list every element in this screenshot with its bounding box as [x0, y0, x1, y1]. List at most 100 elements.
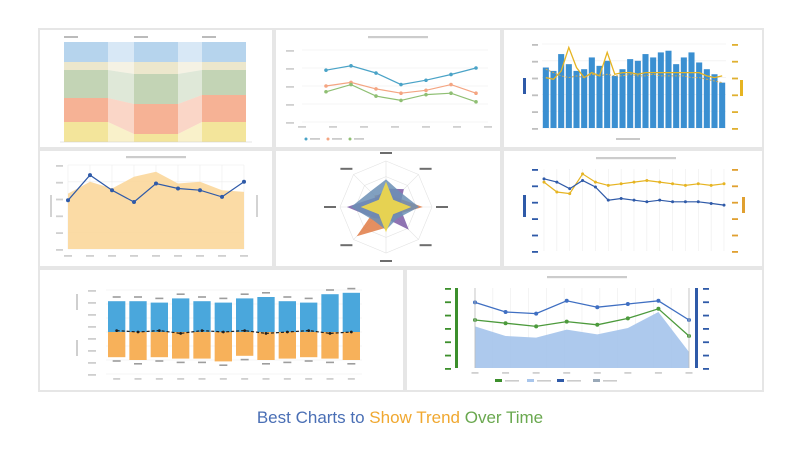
bar [596, 65, 603, 128]
y2-tick-label [732, 251, 738, 253]
y2-tick-label [732, 218, 738, 220]
bar-positive [321, 294, 339, 332]
bar-negative [236, 332, 254, 356]
legend-swatch [593, 379, 600, 382]
x-tick-label [624, 372, 632, 374]
bar [619, 69, 626, 128]
bar-positive [257, 297, 275, 332]
x-tick-label [219, 378, 227, 380]
series-point [534, 311, 539, 316]
bar [604, 60, 611, 128]
bar [642, 54, 649, 128]
x-tick-label [484, 126, 492, 128]
bar [550, 70, 557, 128]
radar-category-label [380, 152, 392, 154]
series-point [243, 329, 247, 332]
bar [680, 57, 687, 128]
y-tick-label [88, 290, 96, 292]
bar-positive [193, 301, 211, 332]
chart-title-bar [547, 276, 627, 279]
data-label [326, 361, 334, 364]
bar [688, 52, 695, 128]
series-point [449, 82, 453, 87]
y-tick-label [445, 341, 451, 344]
series-point [564, 319, 569, 324]
x-tick-label [305, 378, 313, 380]
y-tick-label [445, 368, 451, 370]
series-point [645, 178, 649, 182]
radar-chart [324, 152, 448, 262]
x-tick-label [685, 372, 693, 374]
bar-negative [257, 332, 275, 360]
series-point [136, 330, 140, 334]
y-tick-label [88, 374, 96, 376]
series-point [424, 78, 428, 83]
flow-connector [178, 62, 202, 74]
legend-swatch [557, 379, 564, 382]
bar [711, 74, 718, 128]
x-tick-label [86, 255, 94, 257]
x-tick-label [471, 372, 479, 374]
y2-tick-label [732, 201, 738, 204]
y-tick-label [88, 314, 96, 316]
flow-connector [178, 42, 202, 62]
series-point [683, 183, 687, 187]
series-point [399, 82, 403, 87]
data-label [112, 360, 121, 362]
x-tick-label [453, 126, 461, 128]
bar-positive [278, 301, 296, 332]
y-tick-label [532, 111, 538, 113]
data-label [347, 287, 356, 290]
series-line [474, 300, 690, 321]
y2-tick-label [703, 354, 709, 357]
y-axis-title [50, 195, 52, 217]
x-tick-label [134, 378, 142, 380]
area-fill [475, 312, 689, 368]
bar [588, 57, 595, 128]
bar-line-combo-chart [523, 43, 743, 140]
series-point [179, 332, 183, 335]
y-tick-label [445, 288, 451, 290]
x-tick-label [155, 378, 163, 380]
bar-line-combo-chart-panel [504, 30, 762, 147]
series-point [324, 89, 328, 94]
y-axis-title [523, 78, 526, 94]
series-point [555, 180, 559, 184]
y-tick-label [445, 314, 451, 317]
data-label [347, 363, 356, 365]
bar-negative [129, 332, 147, 360]
series-point [66, 198, 70, 203]
series-point [176, 186, 180, 191]
series-point [683, 200, 687, 204]
stack-segment [64, 98, 108, 122]
legend-swatch [495, 379, 502, 382]
bar-negative [342, 332, 360, 360]
data-label [283, 361, 292, 364]
x-tick-label [329, 126, 337, 128]
caption-part-1: Best Charts to [256, 408, 370, 427]
column-header-text [202, 36, 216, 38]
bar [634, 60, 641, 128]
series-point [645, 200, 649, 204]
x-tick-label [108, 255, 116, 257]
x-tick-label [347, 378, 355, 380]
x-tick-label [64, 255, 72, 257]
series-point [696, 182, 700, 186]
data-label [155, 360, 164, 362]
y-tick-label [532, 201, 538, 204]
stack-segment [64, 62, 108, 70]
radar-category-label [380, 260, 392, 262]
flow-connector [178, 95, 202, 134]
legend-text [603, 380, 617, 382]
bar-positive [129, 301, 147, 332]
series-point [324, 68, 328, 72]
stack-segment [134, 42, 178, 62]
data-label [176, 361, 185, 364]
series-point [307, 329, 311, 332]
radar-highlight-area [360, 181, 412, 233]
series-point [349, 64, 353, 68]
data-label [304, 360, 313, 362]
x-tick-label [563, 372, 571, 374]
legend-swatch [304, 137, 308, 141]
y-tick-label [445, 301, 451, 304]
